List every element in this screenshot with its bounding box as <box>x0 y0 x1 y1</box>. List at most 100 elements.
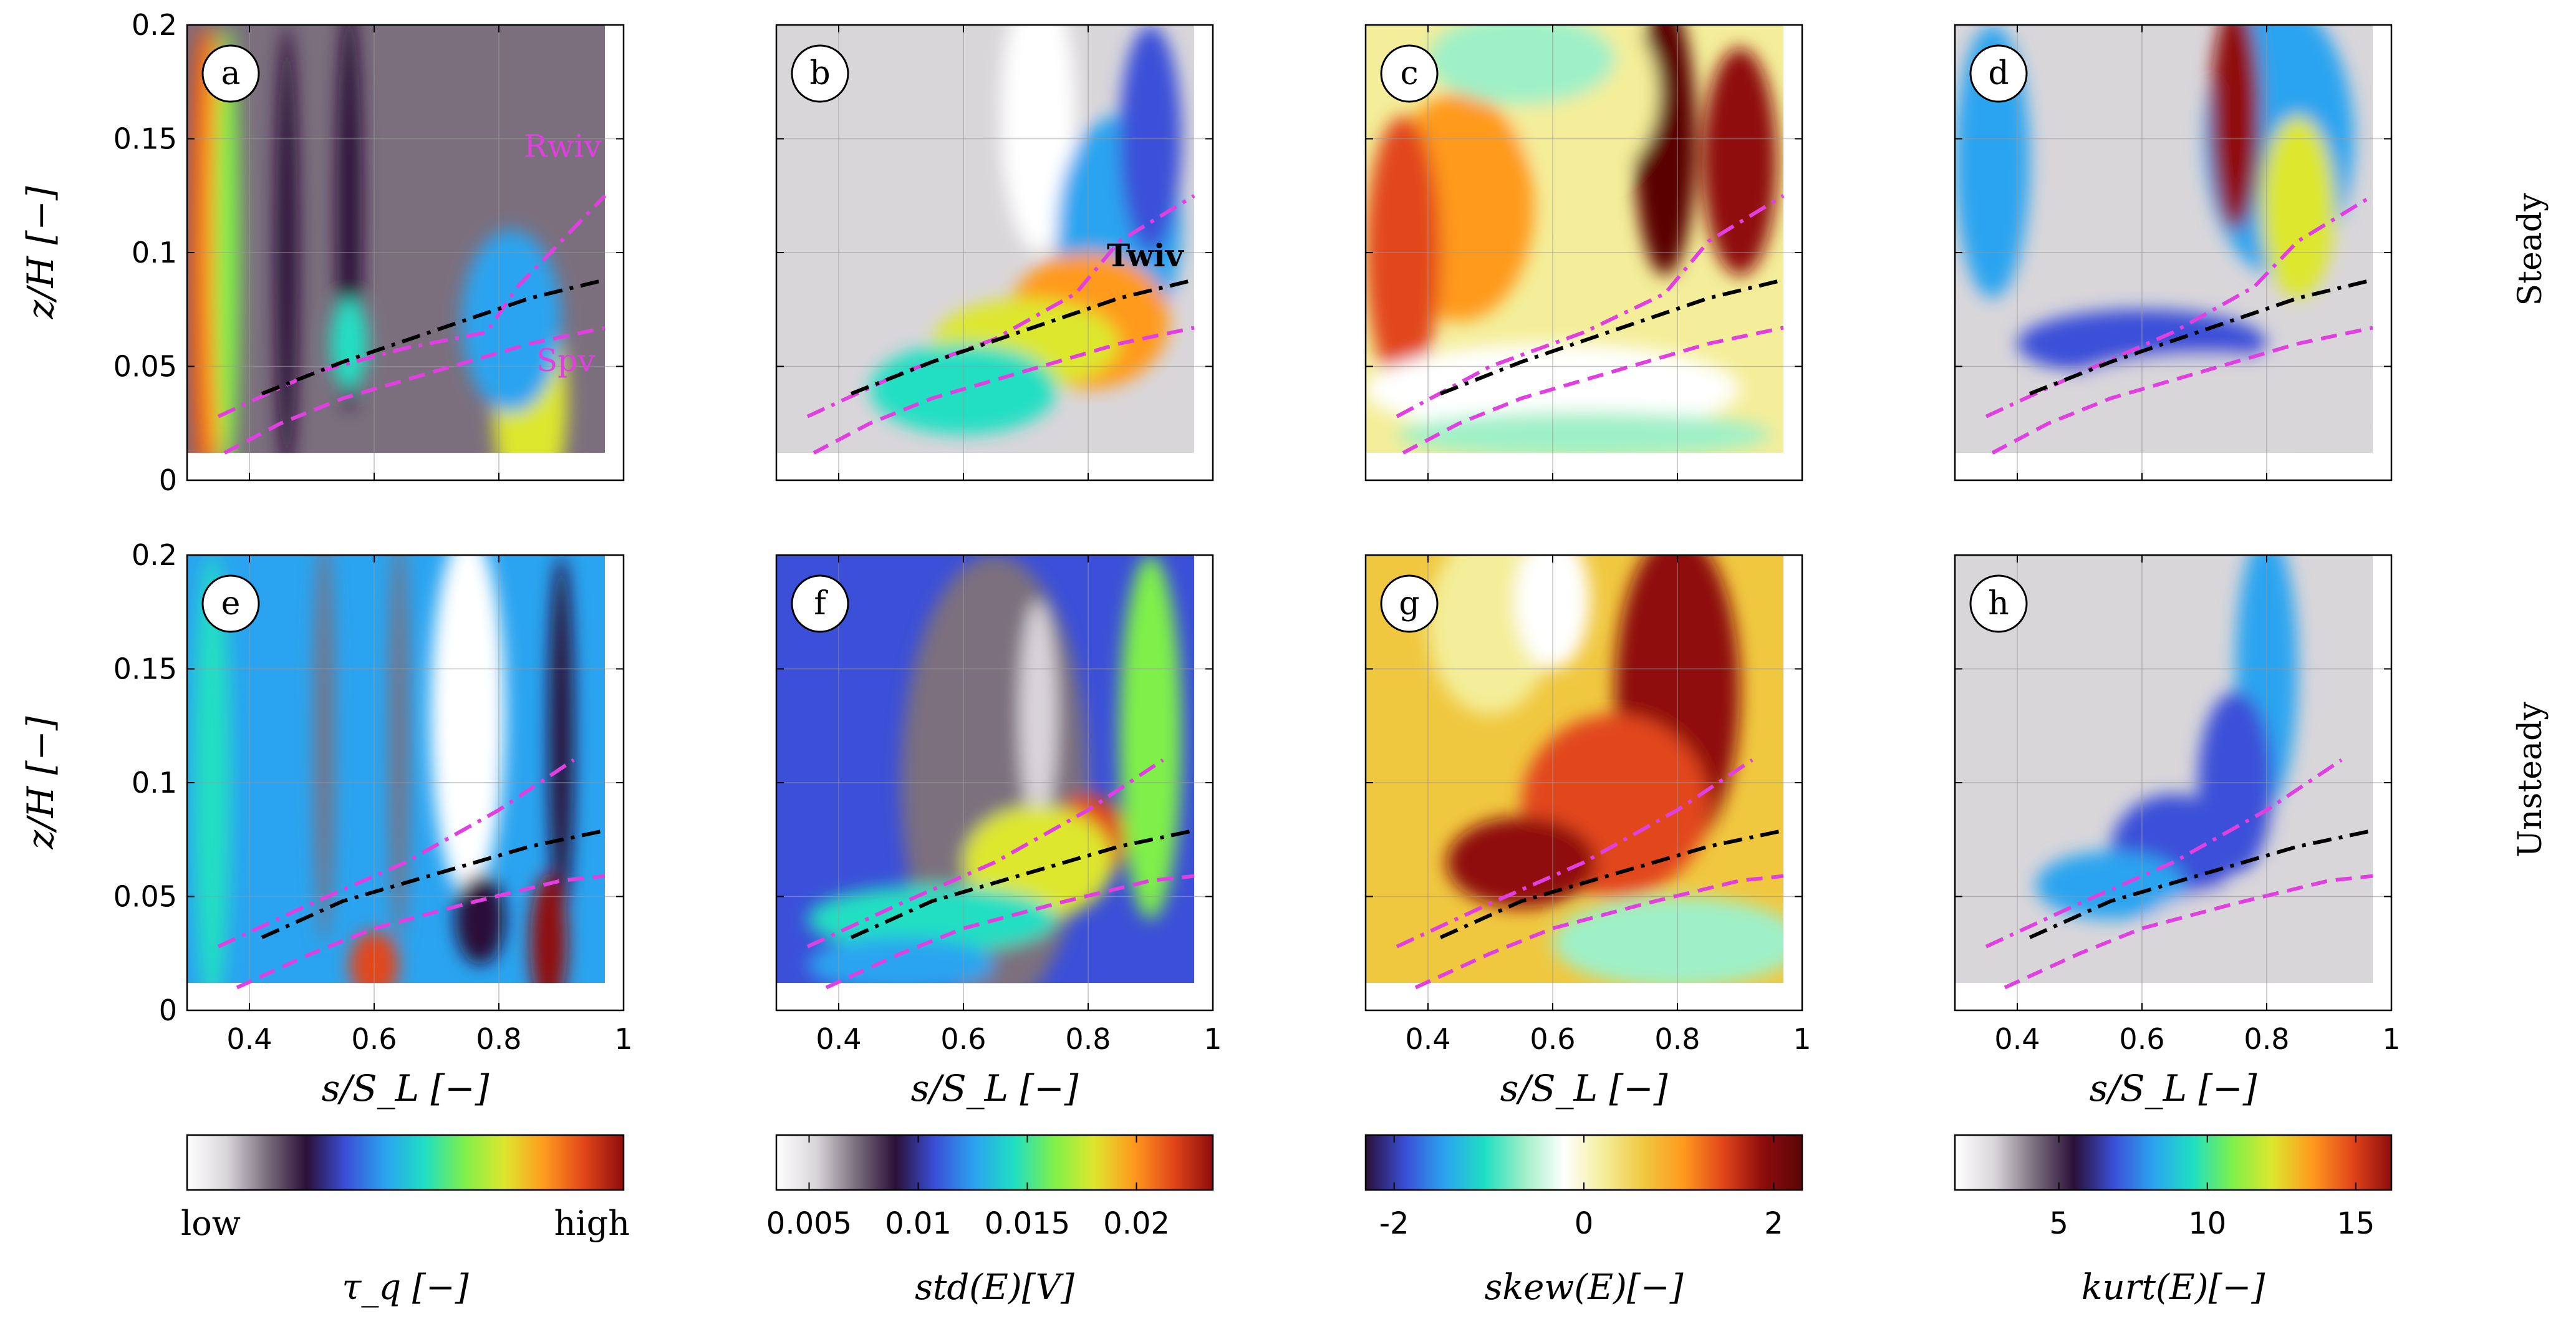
y-tick-label: 0.1 <box>132 766 177 800</box>
curve-centerline-dashdot <box>2028 828 2373 939</box>
curve-centerline-dashdot <box>261 828 605 939</box>
y-tick-label: 0.15 <box>113 122 177 156</box>
colorbar-tau: low high τ_q [−] <box>181 1134 630 1308</box>
grid <box>187 555 624 1010</box>
heatmap-region <box>1020 601 1057 828</box>
panel-letter-badge <box>1380 44 1439 103</box>
panel-a: 0 0.05 0.1 0.15 0.2 z/H [−] a Rwiv Spv <box>19 8 625 497</box>
panel-letter-text: g <box>1399 585 1419 622</box>
curve-lower-dashed <box>2004 874 2373 990</box>
curve-upper-dashdot <box>217 758 575 949</box>
colorbar-label: kurt(E)[−] <box>2082 1267 2265 1308</box>
panel-letter-text: h <box>1988 585 2009 622</box>
heatmap-region <box>315 555 334 942</box>
colorbar-tick-label: 0.005 <box>766 1206 852 1241</box>
ticks <box>187 24 624 481</box>
heatmap-field <box>1955 25 2373 453</box>
grid <box>1955 25 2391 480</box>
heatmap-region <box>1447 816 1596 908</box>
panel-letter-text: e <box>221 585 241 622</box>
grid <box>187 25 624 480</box>
curve-centerline-dashdot <box>850 278 1195 396</box>
panel-letter-b: b <box>791 44 849 103</box>
curve-centerline-dashdot <box>850 828 1195 939</box>
y-tick-label: 0 <box>159 463 177 497</box>
curve-lower-dashed <box>236 874 605 990</box>
x-tick-label: 0.6 <box>351 1022 397 1056</box>
panel-f: 0.4 0.6 0.8 1 s/S_L [−] f <box>775 554 1222 1109</box>
heatmap-field <box>776 555 1194 984</box>
x-tick-label: 0.6 <box>2119 1022 2164 1056</box>
x-tick-label: 0.4 <box>816 1022 861 1056</box>
ticks <box>776 24 1213 481</box>
x-tick-label: 0.6 <box>1530 1022 1575 1056</box>
grid <box>776 555 1213 1010</box>
heatmap-field <box>187 25 605 453</box>
x-tick-label: 0.4 <box>1405 1022 1450 1056</box>
panel-e: 0 0.05 0.1 0.15 0.2 z/H [−] 0.4 0.6 0.8 1 s/S_L [−… <box>19 538 633 1109</box>
panel-letter-badge <box>1969 44 2028 103</box>
row-label-unsteady: Unsteady <box>2512 702 2549 858</box>
colorbar-label: τ_q [−] <box>342 1267 468 1308</box>
colorbar-skew: -2 0 2 skew(E)[−] <box>1364 1134 1803 1308</box>
panel-letter-h: h <box>1969 574 2028 633</box>
x-tick-label: 0.8 <box>2244 1022 2289 1056</box>
panel-letter-f: f <box>791 574 849 633</box>
curve-centerline-dashdot <box>261 278 605 396</box>
colorbar-std: 0.005 0.01 0.015 0.02 std(E)[V] <box>766 1134 1214 1308</box>
panel-letter-text: d <box>1988 55 2009 92</box>
x-axis-label: s/S_L [−] <box>911 1067 1079 1109</box>
y-tick-label: 0.2 <box>132 8 177 42</box>
curve-upper-dashdot <box>1985 758 2343 949</box>
x-axis-label: s/S_L [−] <box>322 1067 490 1109</box>
y-tick-label: 0.1 <box>132 236 177 269</box>
curve-centerline-dashdot <box>1439 278 1784 396</box>
panel-letter-badge <box>201 44 260 103</box>
heatmap-region <box>390 555 408 942</box>
heatmap-region <box>2260 116 2335 298</box>
curve-centerline-dashdot <box>1439 828 1784 939</box>
heatmap-region <box>215 25 240 453</box>
curve-upper-dashdot <box>1396 194 1785 418</box>
colorbar-kurt: 5 10 15 kurt(E)[−] <box>1954 1134 2393 1308</box>
y-axis-label: z/H [−] <box>19 716 62 849</box>
colorbar-low-label: low <box>181 1204 241 1243</box>
heatmap-region <box>1702 47 1777 276</box>
x-tick-label: 1 <box>1793 1022 1811 1056</box>
grid <box>776 25 1213 480</box>
x-tick-label: 0.6 <box>940 1022 986 1056</box>
panel-c: c <box>1364 24 1803 481</box>
heatmap-region <box>1119 555 1182 919</box>
panel-g: 0.4 0.6 0.8 1 s/S_L [−] g <box>1364 554 1811 1109</box>
x-tick-label: 0.8 <box>1654 1022 1700 1056</box>
panel-b: b Twiv <box>775 24 1214 481</box>
grid <box>1955 555 2391 1010</box>
panel-h: 0.4 0.6 0.8 1 s/S_L [−] h <box>1954 554 2401 1109</box>
x-axis-label: s/S_L [−] <box>2090 1067 2257 1109</box>
panel-letter-text: f <box>814 585 828 622</box>
heatmap-region <box>549 555 574 919</box>
y-axis-label: z/H [−] <box>19 186 62 319</box>
panel-letter-badge <box>791 574 849 633</box>
curve-upper-dashdot <box>1396 758 1754 949</box>
curve-upper-dashdot <box>806 758 1164 949</box>
panel-d: d <box>1954 24 2393 481</box>
row-labels: Steady Unsteady <box>2512 193 2549 858</box>
panel-letter-badge <box>1969 574 2028 633</box>
panel-letter-text: a <box>221 55 240 92</box>
panel-letter-badge <box>201 574 260 633</box>
colorbar-tick-label: 0 <box>1575 1206 1594 1241</box>
heatmap-region <box>2036 851 2186 919</box>
heatmap-field <box>1955 555 2373 984</box>
annotation-rwiv: Rwiv <box>524 128 602 165</box>
panel-letter-badge <box>1380 574 1439 633</box>
y-tick-label: 0.2 <box>132 538 177 572</box>
colorbars: low high τ_q [−] 0.005 0.01 0.015 0.02 std(E)[V… <box>181 1134 2393 1308</box>
heatmap-region <box>808 885 1057 954</box>
heatmap-region <box>2211 25 2260 230</box>
colorbar-tick-label: 0.01 <box>885 1206 952 1241</box>
y-tick-label: 0.05 <box>113 880 177 914</box>
colorbar-label: std(E)[V] <box>915 1267 1074 1308</box>
panel-letter-e: e <box>201 574 260 633</box>
x-tick-label: 0.8 <box>1065 1022 1111 1056</box>
